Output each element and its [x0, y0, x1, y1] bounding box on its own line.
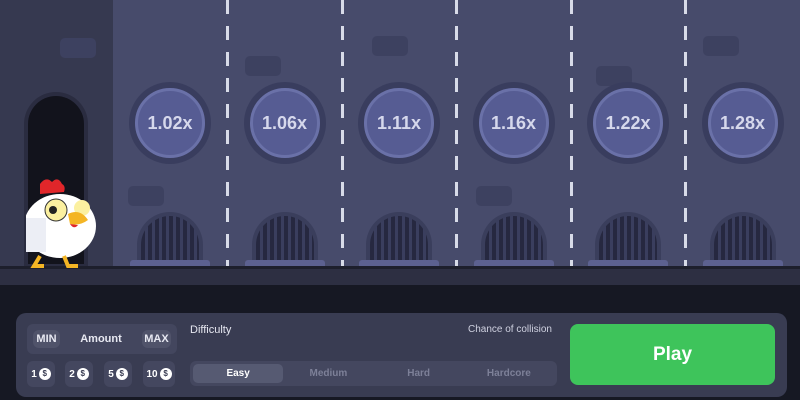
lane: 1.22x	[571, 0, 685, 268]
difficulty-easy[interactable]: Easy	[193, 364, 284, 383]
sewer-grate	[251, 212, 318, 264]
sewer-grate	[595, 212, 661, 264]
chip-value: 10	[146, 368, 158, 380]
dollar-coin-icon: $	[159, 368, 172, 380]
lane-divider	[570, 0, 573, 268]
play-button[interactable]: Play	[570, 324, 775, 385]
bet-chip[interactable]: 10 $	[143, 361, 175, 387]
sewer-grate	[480, 212, 547, 264]
chip-value: 1	[31, 368, 37, 380]
sewer-grate	[137, 212, 203, 264]
difficulty-hard[interactable]: Hard	[407, 368, 431, 379]
multiplier-coin: 1.16x	[472, 82, 555, 164]
lane: 1.06x	[227, 0, 342, 268]
multiplier-value: 1.22x	[593, 88, 663, 158]
game-scene: 1.02x 1.06x 1.11x 1.16x 1.22x 1.28x	[0, 0, 800, 285]
min-button[interactable]: MIN	[33, 330, 60, 348]
lane-divider	[684, 0, 687, 268]
multiplier-value: 1.28x	[707, 88, 778, 158]
sewer-sill	[473, 260, 554, 268]
lane: 1.11x	[342, 0, 456, 268]
difficulty-label: Difficulty	[190, 324, 232, 336]
multiplier-coin: 1.28x	[701, 82, 784, 164]
amount-input[interactable]: Amount	[80, 333, 122, 345]
lane: 1.16x	[456, 0, 571, 268]
sewer-sill	[588, 260, 668, 268]
lane: 1.02x	[113, 0, 227, 268]
sewer-grate	[709, 212, 776, 264]
multiplier-coin: 1.22x	[587, 82, 669, 164]
bet-chip[interactable]: 2 $	[65, 361, 93, 387]
dollar-coin-icon: $	[76, 368, 89, 380]
multiplier-value: 1.06x	[249, 88, 320, 158]
chip-value: 5	[108, 368, 114, 380]
sewer-grate	[366, 212, 432, 264]
sewer-sill	[702, 260, 783, 268]
lane-divider	[341, 0, 344, 268]
sewer-sill	[244, 260, 325, 268]
lane: 1.28x	[685, 0, 800, 268]
dollar-coin-icon: $	[115, 368, 128, 380]
lane-divider	[455, 0, 458, 268]
multiplier-value: 1.16x	[478, 88, 549, 158]
difficulty-medium[interactable]: Medium	[309, 368, 348, 379]
sewer-sill	[359, 260, 439, 268]
chip-value: 2	[69, 368, 75, 380]
difficulty-selector: Easy Medium Hard Hardcore	[190, 361, 557, 386]
bet-chip[interactable]: 5 $	[104, 361, 132, 387]
multiplier-coin: 1.06x	[243, 82, 326, 164]
multiplier-value: 1.11x	[364, 88, 434, 158]
ground	[0, 266, 800, 285]
multiplier-value: 1.02x	[135, 88, 205, 158]
multiplier-coin: 1.11x	[358, 82, 440, 164]
difficulty-hardcore[interactable]: Hardcore	[486, 368, 531, 379]
dollar-coin-icon: $	[38, 368, 51, 380]
multiplier-coin: 1.02x	[129, 82, 211, 164]
max-button[interactable]: MAX	[142, 330, 171, 348]
sewer-sill	[130, 260, 210, 268]
lane-divider	[226, 0, 229, 268]
collision-chance-label: Chance of collision	[468, 324, 552, 335]
chicken-icon	[26, 179, 96, 268]
bet-chip[interactable]: 1 $	[27, 361, 55, 387]
